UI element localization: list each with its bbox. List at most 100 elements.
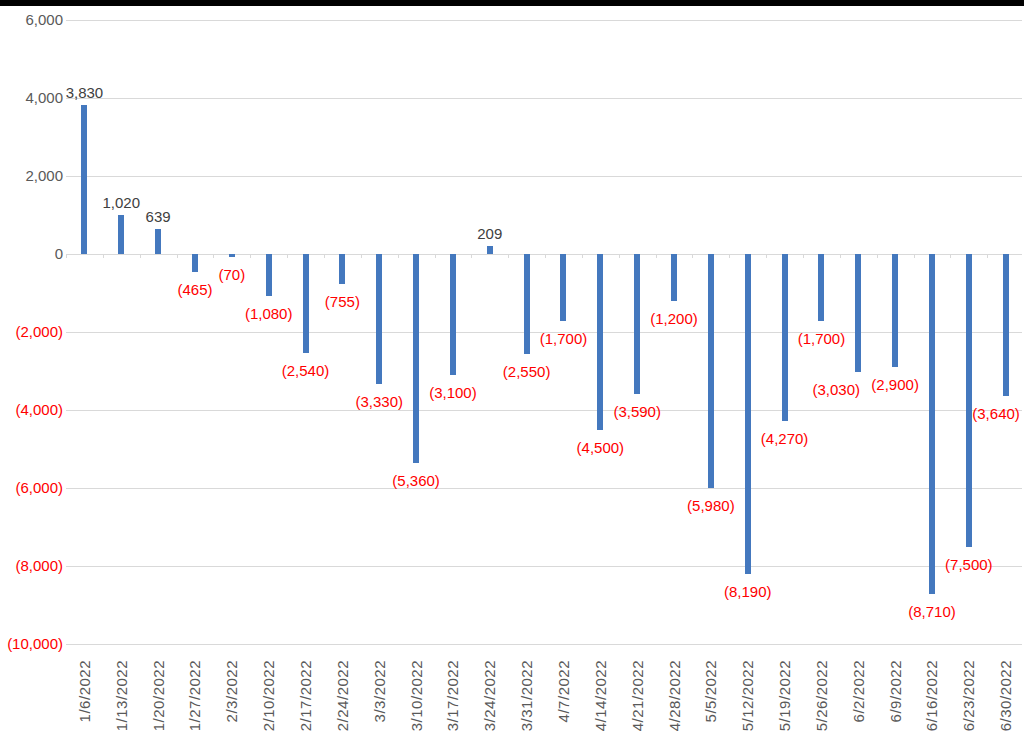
axis-tick: [877, 254, 878, 258]
y-axis-label: 6,000: [0, 12, 63, 28]
bar: [855, 254, 861, 372]
data-label: (1,700): [518, 331, 608, 346]
bar: [929, 254, 935, 594]
bar: [450, 254, 456, 375]
top-border: [0, 0, 1024, 6]
x-axis-label-text: 4/21/2022: [630, 660, 645, 731]
axis-tick: [177, 254, 178, 258]
x-axis-label-text: 1/6/2022: [77, 660, 92, 722]
gridline: [66, 410, 1022, 411]
bar: [339, 254, 345, 283]
bar: [229, 254, 235, 257]
axis-tick: [103, 254, 104, 258]
bar: [487, 246, 493, 254]
data-label: (1,700): [776, 331, 866, 346]
x-axis-label-text: 1/27/2022: [187, 660, 202, 731]
bar-chart: 6,0004,0002,0000(2,000)(4,000)(6,000)(8,…: [0, 0, 1024, 744]
bar: [966, 254, 972, 547]
x-axis-label-text: 3/17/2022: [445, 660, 460, 731]
axis-tick: [471, 254, 472, 258]
axis-tick: [914, 254, 915, 258]
axis-tick: [508, 254, 509, 258]
data-label: (755): [297, 294, 387, 309]
bar: [376, 254, 382, 384]
axis-tick: [656, 254, 657, 258]
data-label: (1,200): [629, 311, 719, 326]
gridline: [66, 488, 1022, 489]
data-label: 3,830: [39, 85, 129, 100]
axis-tick: [840, 254, 841, 258]
y-axis-label: (6,000): [0, 480, 63, 496]
x-axis-label-text: 2/10/2022: [261, 660, 276, 731]
axis-tick: [287, 254, 288, 258]
bar: [266, 254, 272, 296]
axis-tick: [619, 254, 620, 258]
data-label: (2,900): [850, 377, 940, 392]
y-axis-label: 2,000: [0, 168, 63, 184]
x-axis-label-text: 4/28/2022: [667, 660, 682, 731]
x-axis-label-text: 6/9/2022: [888, 660, 903, 722]
axis-tick: [803, 254, 804, 258]
x-axis-label-text: 3/10/2022: [409, 660, 424, 731]
data-label: (4,270): [740, 431, 830, 446]
axis-tick: [398, 254, 399, 258]
gridline: [66, 20, 1022, 21]
axis-tick: [213, 254, 214, 258]
data-label: (3,590): [592, 404, 682, 419]
bar: [892, 254, 898, 367]
x-axis-label-text: 5/26/2022: [814, 660, 829, 731]
bar: [708, 254, 714, 487]
axis-tick: [140, 254, 141, 258]
axis-tick: [729, 254, 730, 258]
x-axis-label-text: 6/16/2022: [924, 660, 939, 731]
axis-tick: [950, 254, 951, 258]
bar: [745, 254, 751, 573]
x-axis-label-text: 2/17/2022: [298, 660, 313, 731]
y-axis-label: (4,000): [0, 402, 63, 418]
axis-tick: [692, 254, 693, 258]
data-label: (70): [187, 267, 277, 282]
axis-tick: [250, 254, 251, 258]
data-label: (4,500): [555, 440, 645, 455]
y-axis-label: (2,000): [0, 324, 63, 340]
bar: [818, 254, 824, 320]
x-axis-label-text: 6/2/2022: [851, 660, 866, 722]
data-label: 639: [113, 209, 203, 224]
gridline: [66, 644, 1022, 645]
y-axis-label: (10,000): [0, 636, 63, 652]
data-label: (7,500): [924, 557, 1014, 572]
data-label: (3,640): [951, 406, 1024, 421]
x-axis-label-text: 6/30/2022: [998, 660, 1013, 731]
axis-tick: [545, 254, 546, 258]
y-axis-label: (8,000): [0, 558, 63, 574]
axis-tick: [987, 254, 988, 258]
x-axis-label-text: 2/3/2022: [224, 660, 239, 722]
data-label: (8,710): [887, 604, 977, 619]
data-label: (2,540): [261, 363, 351, 378]
data-label: 1,020: [76, 195, 166, 210]
x-axis-label-text: 5/5/2022: [703, 660, 718, 722]
bar: [81, 105, 87, 254]
x-axis-label-text: 3/31/2022: [519, 660, 534, 731]
gridline: [66, 98, 1022, 99]
data-label: 209: [445, 226, 535, 241]
x-axis-label-text: 1/13/2022: [114, 660, 129, 731]
gridline: [66, 566, 1022, 567]
axis-tick: [66, 254, 67, 258]
data-label: (2,550): [482, 364, 572, 379]
axis-tick: [324, 254, 325, 258]
x-axis-label-text: 6/23/2022: [961, 660, 976, 731]
gridline: [66, 254, 1022, 255]
bar: [671, 254, 677, 301]
bar: [560, 254, 566, 320]
axis-tick: [766, 254, 767, 258]
axis-tick: [582, 254, 583, 258]
x-axis-label-text: 2/24/2022: [335, 660, 350, 731]
x-axis-label-text: 3/24/2022: [482, 660, 497, 731]
y-axis-label: 0: [0, 246, 63, 262]
x-axis-label-text: 5/19/2022: [777, 660, 792, 731]
axis-tick: [435, 254, 436, 258]
x-axis-label-text: 1/20/2022: [151, 660, 166, 731]
gridline: [66, 176, 1022, 177]
x-axis-label-text: 4/14/2022: [593, 660, 608, 731]
